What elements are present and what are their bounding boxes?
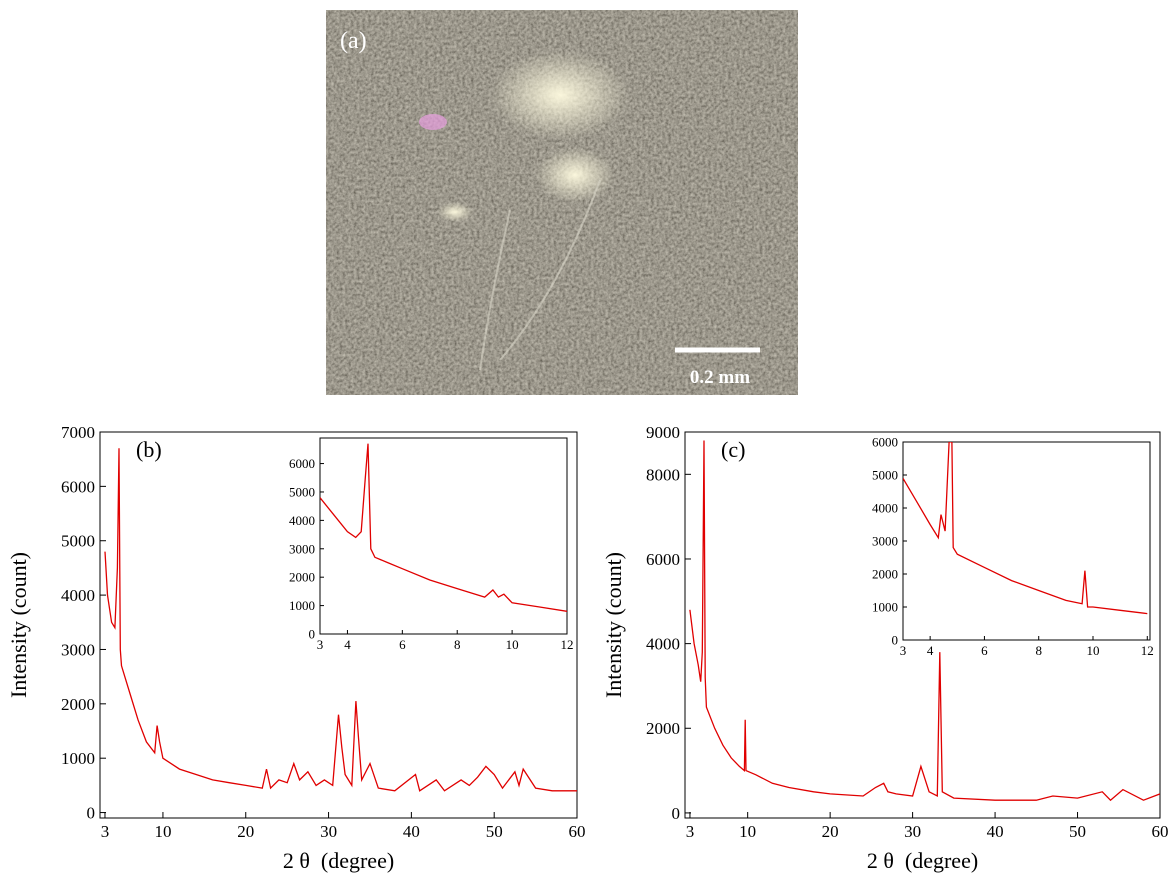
y-tick-label: 2000 <box>646 719 680 738</box>
y-tick-label: 2000 <box>872 567 898 582</box>
y-tick-label: 5000 <box>61 532 95 551</box>
y-tick-label: 3000 <box>61 640 95 659</box>
x-axis-label: 2 θ (degree) <box>283 848 394 873</box>
x-tick-label: 3 <box>317 637 324 652</box>
x-tick-label: 10 <box>154 822 171 841</box>
y-tick-label: 4000 <box>289 513 315 528</box>
figure: (a) 0.2 mm 31020304050600100020003000400… <box>0 0 1173 879</box>
plot-frame <box>100 432 577 818</box>
y-tick-label: 4000 <box>646 635 680 654</box>
y-tick-label: 5000 <box>289 485 315 500</box>
y-tick-label: 2000 <box>289 570 315 585</box>
y-tick-label: 0 <box>309 627 316 642</box>
x-tick-label: 40 <box>403 822 420 841</box>
x-tick-label: 10 <box>1087 643 1100 658</box>
x-tick-label: 20 <box>822 822 839 841</box>
y-axis-label: Intensity (count) <box>601 552 626 698</box>
data-line <box>690 441 1160 801</box>
y-tick-label: 0 <box>87 804 96 823</box>
plot-frame <box>903 442 1150 640</box>
y-tick-label: 0 <box>672 804 681 823</box>
y-tick-label: 3000 <box>289 541 315 556</box>
x-axis-label: 2 θ (degree) <box>867 848 978 873</box>
x-tick-label: 3 <box>686 822 695 841</box>
y-tick-label: 7000 <box>61 423 95 442</box>
y-tick-label: 3000 <box>872 534 898 549</box>
x-tick-label: 10 <box>739 822 756 841</box>
x-tick-label: 60 <box>569 822 586 841</box>
panel-label: (c) <box>721 437 745 462</box>
x-tick-label: 10 <box>506 637 519 652</box>
x-tick-label: 40 <box>987 822 1004 841</box>
y-tick-label: 4000 <box>61 586 95 605</box>
photo-panel: (a) 0.2 mm <box>326 10 798 395</box>
x-tick-label: 8 <box>1035 643 1042 658</box>
x-tick-label: 50 <box>486 822 503 841</box>
y-tick-label: 4000 <box>872 501 898 516</box>
x-tick-label: 30 <box>320 822 337 841</box>
data-line <box>105 448 577 791</box>
x-tick-label: 3 <box>900 643 907 658</box>
y-tick-label: 8000 <box>646 465 680 484</box>
x-tick-label: 6 <box>981 643 988 658</box>
photo-label: (a) <box>340 28 367 54</box>
y-tick-label: 1000 <box>872 600 898 615</box>
scale-bar-label: 0.2 mm <box>690 367 750 388</box>
x-tick-label: 12 <box>1141 643 1154 658</box>
y-tick-label: 6000 <box>289 456 315 471</box>
y-tick-label: 1000 <box>289 598 315 613</box>
y-tick-label: 9000 <box>646 423 680 442</box>
plot-frame <box>685 432 1160 818</box>
y-tick-label: 6000 <box>646 550 680 569</box>
y-tick-label: 1000 <box>61 749 95 768</box>
x-tick-label: 60 <box>1152 822 1169 841</box>
y-axis-label: Intensity (count) <box>6 552 31 698</box>
x-tick-label: 30 <box>904 822 921 841</box>
x-tick-label: 20 <box>237 822 254 841</box>
y-tick-label: 2000 <box>61 695 95 714</box>
x-tick-label: 3 <box>101 822 110 841</box>
y-tick-label: 6000 <box>61 477 95 496</box>
panel-label: (b) <box>136 437 162 462</box>
x-tick-label: 4 <box>927 643 934 658</box>
crystal-glow <box>437 202 473 222</box>
x-tick-label: 6 <box>399 637 406 652</box>
x-tick-label: 8 <box>454 637 461 652</box>
data-line <box>320 444 567 612</box>
data-line <box>903 442 1147 614</box>
y-tick-label: 0 <box>892 633 899 648</box>
y-tick-label: 5000 <box>872 468 898 483</box>
x-tick-label: 50 <box>1069 822 1086 841</box>
x-tick-label: 4 <box>344 637 351 652</box>
crystal-glow <box>490 50 630 140</box>
crystal-glint <box>419 114 447 130</box>
x-tick-label: 12 <box>561 637 574 652</box>
crystal-glow <box>535 147 615 203</box>
y-tick-label: 6000 <box>872 435 898 450</box>
